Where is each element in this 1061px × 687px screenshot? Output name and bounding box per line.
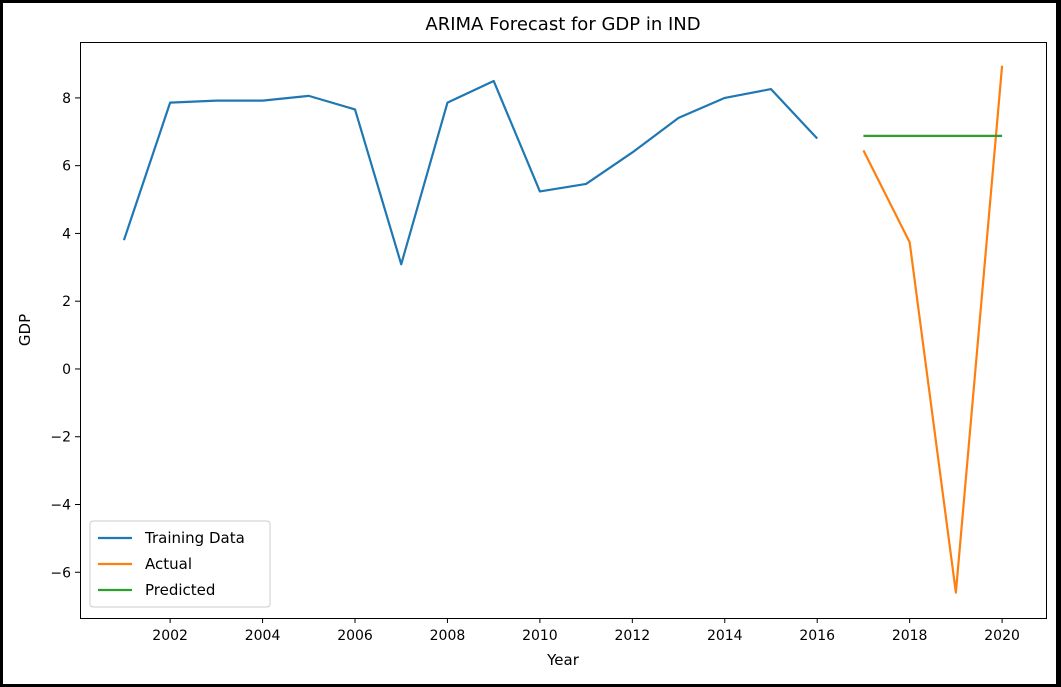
- y-tick-label: 4: [62, 226, 71, 242]
- y-tick-label: −2: [50, 430, 71, 446]
- legend-label: Training Data: [144, 529, 245, 547]
- x-axis: 2002 2004 2006 2008 2010 2012 2014 2016 2018 2020: [152, 618, 1020, 644]
- series-layer: [122, 65, 1004, 594]
- x-axis-title: Year: [546, 651, 580, 669]
- y-tick-label: 0: [62, 362, 71, 378]
- x-tick-label: 2012: [615, 628, 651, 644]
- x-tick-label: 2016: [799, 628, 835, 644]
- y-axis: −6 −4 −2 0 2 4 6 8: [50, 91, 80, 581]
- series-line-actual: [862, 65, 1004, 594]
- plot-area-frame: [80, 42, 1047, 619]
- y-tick-label: 6: [62, 159, 71, 175]
- x-tick-label: 2014: [707, 628, 743, 644]
- y-tick-label: 8: [62, 91, 71, 107]
- figure-canvas: ARIMA Forecast for GDP in IND 2002 2004 20…: [3, 3, 1056, 684]
- legend: Training Data Actual Predicted: [89, 520, 271, 608]
- y-axis-title: GDP: [16, 314, 34, 346]
- x-tick-label: 2006: [337, 628, 373, 644]
- x-tick-label: 2002: [152, 628, 188, 644]
- y-tick-label: −6: [50, 565, 71, 581]
- chart-title: ARIMA Forecast for GDP in IND: [425, 14, 700, 35]
- x-tick-label: 2018: [892, 628, 928, 644]
- y-tick-label: 2: [62, 294, 71, 310]
- series-line-training-data: [122, 79, 819, 266]
- legend-label: Predicted: [145, 581, 215, 599]
- arima-forecast-chart: ARIMA Forecast for GDP in IND 2002 2004 20…: [16, 14, 1047, 669]
- x-tick-label: 2010: [522, 628, 558, 644]
- x-tick-label: 2004: [245, 628, 281, 644]
- y-tick-label: −4: [50, 497, 71, 513]
- legend-box: [89, 520, 271, 608]
- legend-label: Actual: [145, 555, 192, 573]
- x-tick-label: 2020: [984, 628, 1020, 644]
- x-tick-label: 2008: [430, 628, 466, 644]
